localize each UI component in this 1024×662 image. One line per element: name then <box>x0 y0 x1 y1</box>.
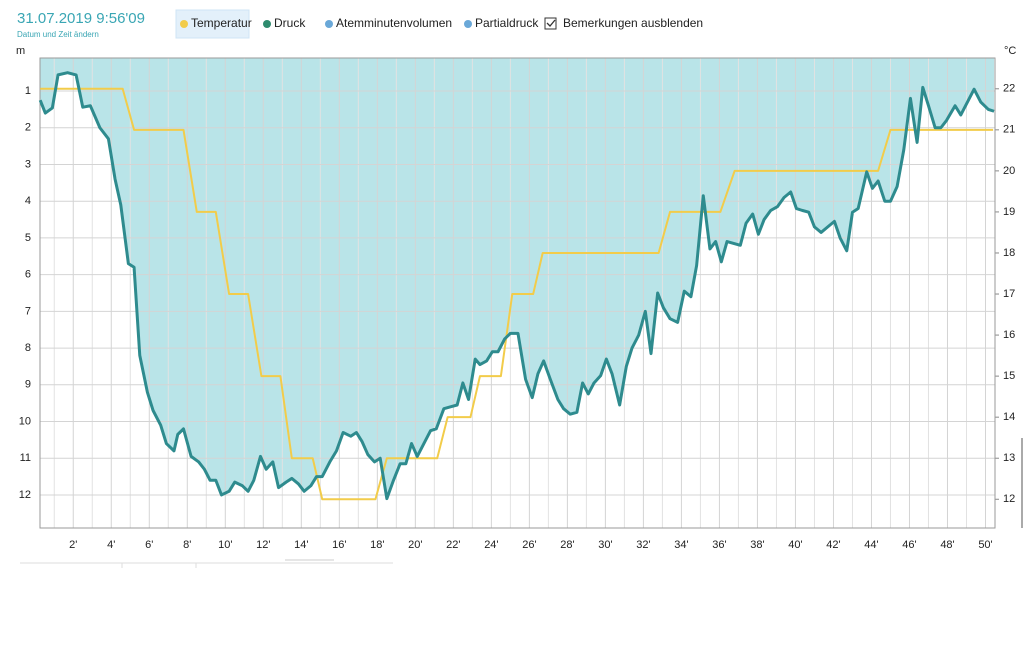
x-tick-label: 30' <box>598 539 612 551</box>
x-tick-label: 32' <box>636 539 650 551</box>
x-tick-label: 10' <box>218 539 232 551</box>
y2-tick-label: 13 <box>1003 452 1015 464</box>
y-tick-label: 6 <box>25 269 31 281</box>
temperature-line <box>40 87 994 501</box>
y-tick-label: 2 <box>25 122 31 134</box>
x-tick-label: 24' <box>484 539 498 551</box>
toolbar: Temperatur Druck Atemminutenvolumen Partial… <box>175 9 703 39</box>
y2-tick-label: 14 <box>1003 411 1015 423</box>
y-tick-label: 12 <box>19 489 31 501</box>
checkbox-label: Bemerkungen ausblenden <box>563 16 703 30</box>
x-tick-label: 22' <box>446 539 460 551</box>
x-tick-label: 16' <box>332 539 346 551</box>
y-tick-label: 11 <box>20 452 31 464</box>
toolbar-label: Temperatur <box>191 16 252 30</box>
x-tick-label: 44' <box>864 539 878 551</box>
change-datetime-link[interactable]: Datum und Zeit ändern <box>17 30 99 39</box>
x-tick-label: 14' <box>294 539 308 551</box>
depth-line <box>38 71 995 501</box>
x-tick-label: 42' <box>826 539 840 551</box>
y-tick-label: 1 <box>25 85 31 97</box>
toolbar-label: Druck <box>274 16 306 30</box>
x-tick-label: 4' <box>107 539 115 551</box>
y2-tick-label: 20 <box>1003 165 1015 177</box>
x-tick-label: 40' <box>788 539 802 551</box>
y-axis-unit: m <box>16 45 25 57</box>
y2-tick-label: 21 <box>1003 124 1015 136</box>
checkbox-box <box>544 17 557 30</box>
toolbar-label: Atemminutenvolumen <box>336 16 452 30</box>
y2-axis-unit: °C <box>1004 45 1016 57</box>
toolbar-button[interactable]: Druck <box>263 16 306 30</box>
plot-frame <box>39 57 996 529</box>
toolbar-icon <box>263 20 271 28</box>
y-tick-label: 7 <box>25 305 31 317</box>
datetime: 31.07.2019 9:56'09 <box>17 10 145 27</box>
x-tick-label: 38' <box>750 539 764 551</box>
plot: 2' 4' 6' 8' 10' 12' 14' 16' 18' 20' 22' 24' 26' 28' 30… <box>19 57 1015 551</box>
checkbox[interactable]: Bemerkungen ausblenden <box>544 16 703 30</box>
y2-tick-label: 18 <box>1003 247 1015 259</box>
x-tick-label: 12' <box>256 539 270 551</box>
x-tick-label: 26' <box>522 539 536 551</box>
toolbar-button[interactable]: Temperatur <box>175 9 252 39</box>
x-tick-label: 6' <box>145 539 153 551</box>
y-tick-label: 10 <box>19 415 31 427</box>
y-tick-label: 4 <box>25 195 31 207</box>
y2-tick-label: 16 <box>1003 329 1015 341</box>
y-tick-label: 5 <box>25 232 31 244</box>
y2-tick-label: 19 <box>1003 206 1015 218</box>
x-tick-label: 36' <box>712 539 726 551</box>
toolbar-label: Partialdruck <box>475 16 539 30</box>
selected-bg <box>175 9 250 39</box>
toolbar-button[interactable]: Partialdruck <box>464 16 539 30</box>
toolbar-button[interactable]: Atemminutenvolumen <box>325 16 452 30</box>
x-tick-label: 50' <box>978 539 992 551</box>
x-tick-label: 46' <box>902 539 916 551</box>
toolbar-icon <box>464 20 472 28</box>
x-tick-label: 18' <box>370 539 384 551</box>
y2-tick-label: 17 <box>1003 288 1015 300</box>
x-tick-label: 2' <box>69 539 77 551</box>
y-tick-label: 8 <box>25 342 31 354</box>
checkmark <box>546 19 556 27</box>
y2-tick-label: 15 <box>1003 370 1015 382</box>
x-tick-label: 34' <box>674 539 688 551</box>
y-tick-label: 3 <box>25 158 31 170</box>
x-tick-label: 8' <box>183 539 191 551</box>
y2-tick-label: 22 <box>1003 83 1015 95</box>
x-tick-label: 48' <box>940 539 954 551</box>
y-tick-label: 9 <box>25 379 31 391</box>
depth-area <box>40 58 995 499</box>
toolbar-icon <box>325 20 333 28</box>
y2-tick-label: 12 <box>1003 493 1015 505</box>
toolbar-icon <box>180 20 188 28</box>
x-tick-label: 28' <box>560 539 574 551</box>
x-tick-label: 20' <box>408 539 422 551</box>
